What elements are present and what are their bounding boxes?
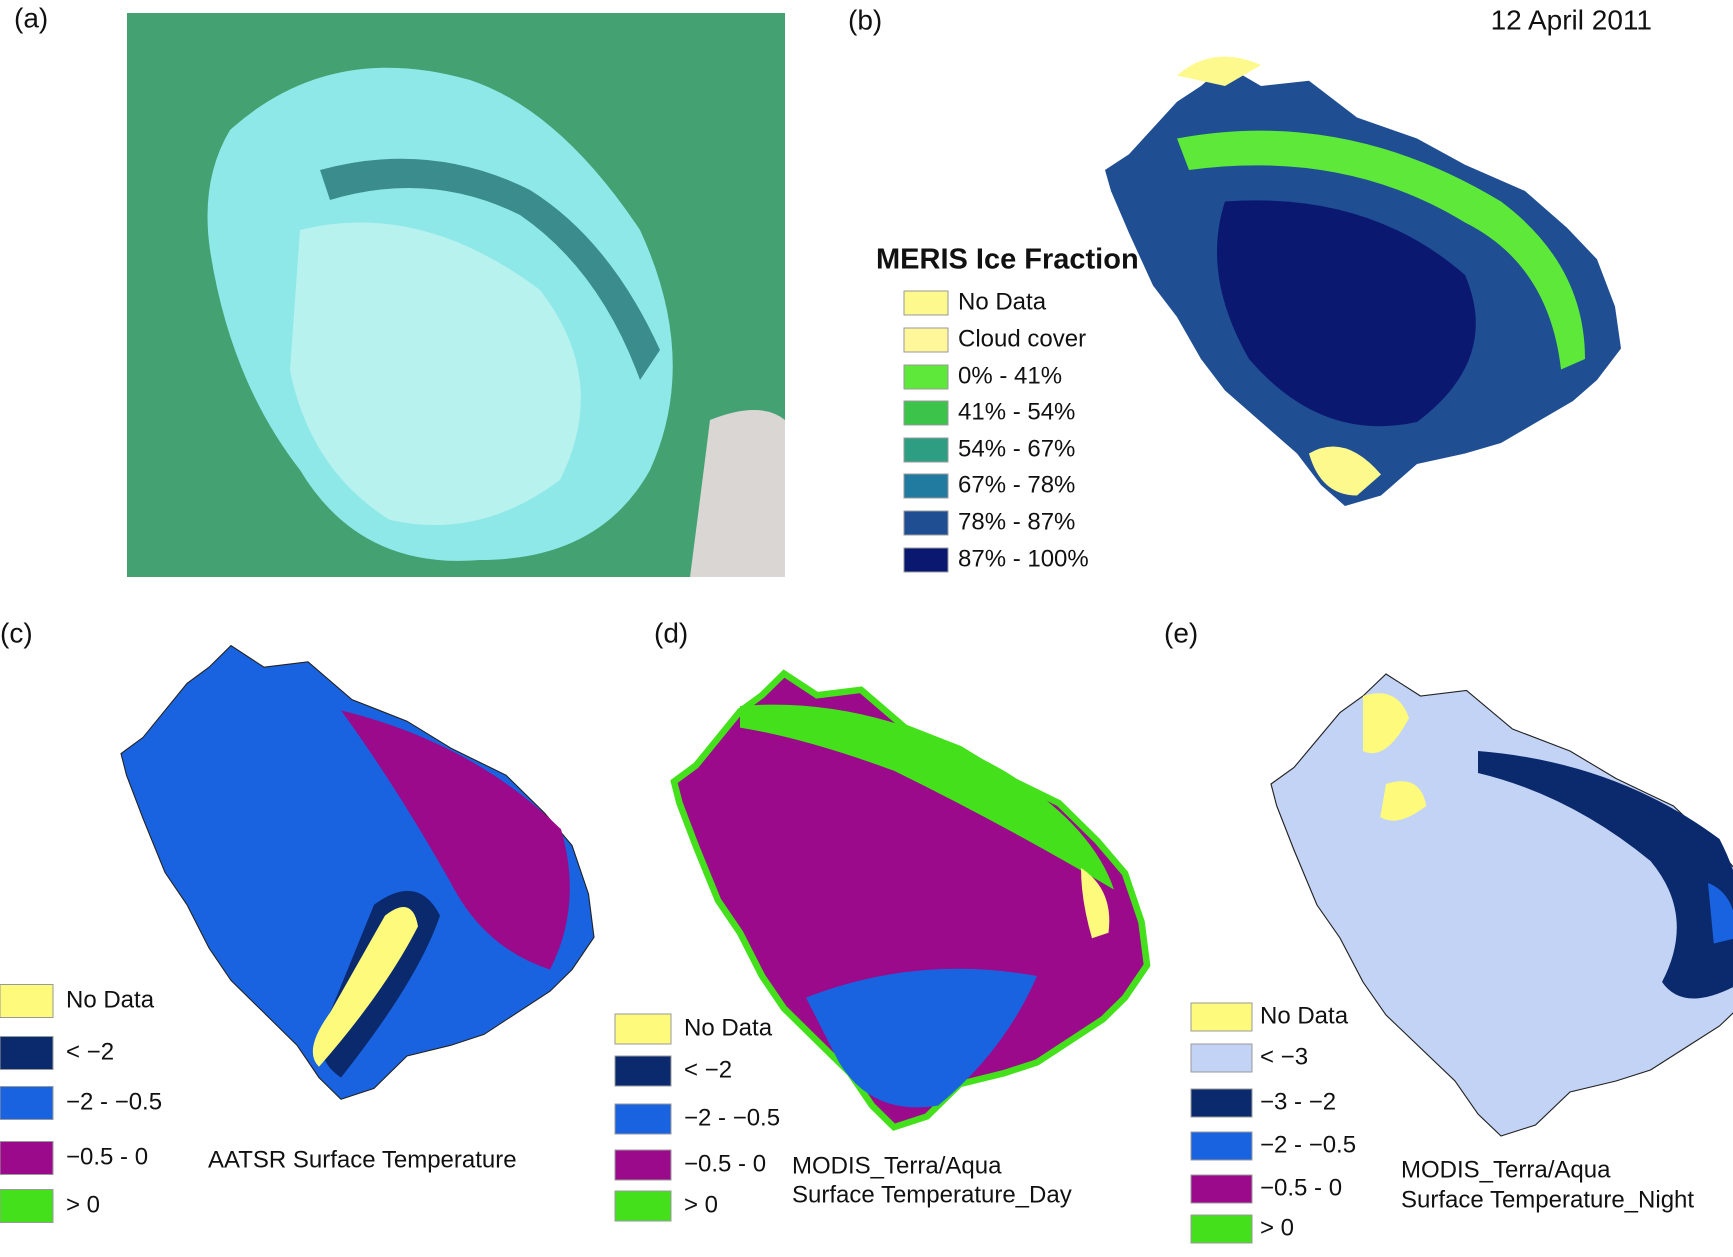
legend-label: 54% - 67% — [958, 435, 1075, 462]
legend-swatch — [1190, 1174, 1253, 1204]
ice-band — [1177, 130, 1585, 370]
legend-label: −2 - −0.5 — [684, 1104, 780, 1131]
legend-label: −2 - −0.5 — [1260, 1131, 1356, 1158]
legend-label: < −3 — [1260, 1043, 1308, 1070]
open-water — [320, 158, 660, 380]
legend-swatch — [903, 547, 949, 573]
legend-swatch — [903, 473, 949, 499]
legend-label: Cloud cover — [958, 325, 1086, 352]
panel-label: (d) — [654, 617, 688, 648]
legend-label: No Data — [1260, 1002, 1349, 1029]
legend-swatch — [0, 984, 54, 1018]
legend-label: 67% - 78% — [958, 471, 1075, 498]
panel-label: (c) — [0, 617, 33, 648]
lake-shape — [1270, 673, 1733, 1137]
legend-label: 0% - 41% — [958, 362, 1062, 389]
panel-label: (b) — [848, 4, 882, 35]
map-title: Surface Temperature_Night — [1401, 1186, 1694, 1213]
legend-swatch — [1190, 1131, 1253, 1161]
temperature-area — [341, 710, 570, 970]
legend-swatch — [903, 364, 949, 390]
legend-label: No Data — [958, 288, 1047, 315]
date: 12 April 2011 — [1491, 4, 1652, 35]
legend-swatch — [0, 1189, 54, 1223]
legend-swatch — [0, 1036, 54, 1070]
legend-label: < −2 — [684, 1056, 732, 1083]
legend-label: No Data — [684, 1014, 773, 1041]
legend-swatch — [0, 1086, 54, 1120]
legend-swatch — [1190, 1088, 1253, 1118]
legend-swatch — [903, 510, 949, 536]
legend-swatch — [903, 327, 949, 353]
legend-label: −3 - −2 — [1260, 1088, 1336, 1115]
map-b — [1105, 56, 1621, 506]
satellite-image — [127, 13, 785, 577]
legend-swatch — [1190, 1043, 1253, 1073]
legend-label: −0.5 - 0 — [684, 1150, 766, 1177]
legend-swatch — [903, 400, 949, 426]
legend-label: < −2 — [66, 1038, 114, 1065]
no-data-area — [1081, 868, 1110, 939]
legend-label: No Data — [66, 986, 155, 1013]
temperature-area — [740, 704, 1114, 890]
legend-swatch — [903, 290, 949, 316]
legend-label: > 0 — [1260, 1214, 1294, 1241]
legend-swatch — [614, 1055, 672, 1087]
temperature-area — [806, 968, 1037, 1108]
no-data-area — [1177, 56, 1261, 86]
legend-label: 87% - 100% — [958, 545, 1089, 572]
map-title: MODIS_Terra/Aqua — [792, 1152, 1002, 1179]
no-data-area — [312, 906, 418, 1067]
legend-swatch — [903, 437, 949, 463]
legend-title: MERIS Ice Fraction — [876, 244, 1139, 276]
legend-label: 41% - 54% — [958, 398, 1075, 425]
no-data-area — [1363, 693, 1409, 754]
map-e — [1270, 673, 1733, 1137]
legend-label: −0.5 - 0 — [66, 1143, 148, 1170]
map-c — [120, 645, 595, 1100]
map-d — [674, 674, 1147, 1128]
temperature-area — [1477, 751, 1733, 999]
map-title: Surface Temperature_Day — [792, 1181, 1072, 1208]
no-data-area — [1309, 446, 1381, 496]
legend-swatch — [1190, 1002, 1253, 1032]
legend-swatch — [1190, 1214, 1253, 1244]
legend-swatch — [614, 1013, 672, 1045]
panel-label: (e) — [1164, 617, 1198, 648]
ice-core — [1217, 200, 1476, 427]
legend-swatch — [614, 1190, 672, 1222]
cloud — [690, 410, 785, 577]
legend-label: −2 - −0.5 — [66, 1088, 162, 1115]
map-title: MODIS_Terra/Aqua — [1401, 1156, 1611, 1183]
lake-ice-interior — [290, 222, 581, 525]
map-title: AATSR Surface Temperature — [208, 1146, 517, 1173]
legend-label: 78% - 87% — [958, 508, 1075, 535]
legend-label: −0.5 - 0 — [1260, 1174, 1342, 1201]
legend-swatch — [0, 1141, 54, 1175]
legend-label: > 0 — [684, 1191, 718, 1218]
legend-swatch — [614, 1149, 672, 1181]
temperature-area — [1707, 883, 1733, 944]
legend-swatch — [614, 1103, 672, 1135]
legend-label: > 0 — [66, 1191, 100, 1218]
no-data-area — [1380, 781, 1427, 821]
panel-label: (a) — [14, 2, 48, 33]
